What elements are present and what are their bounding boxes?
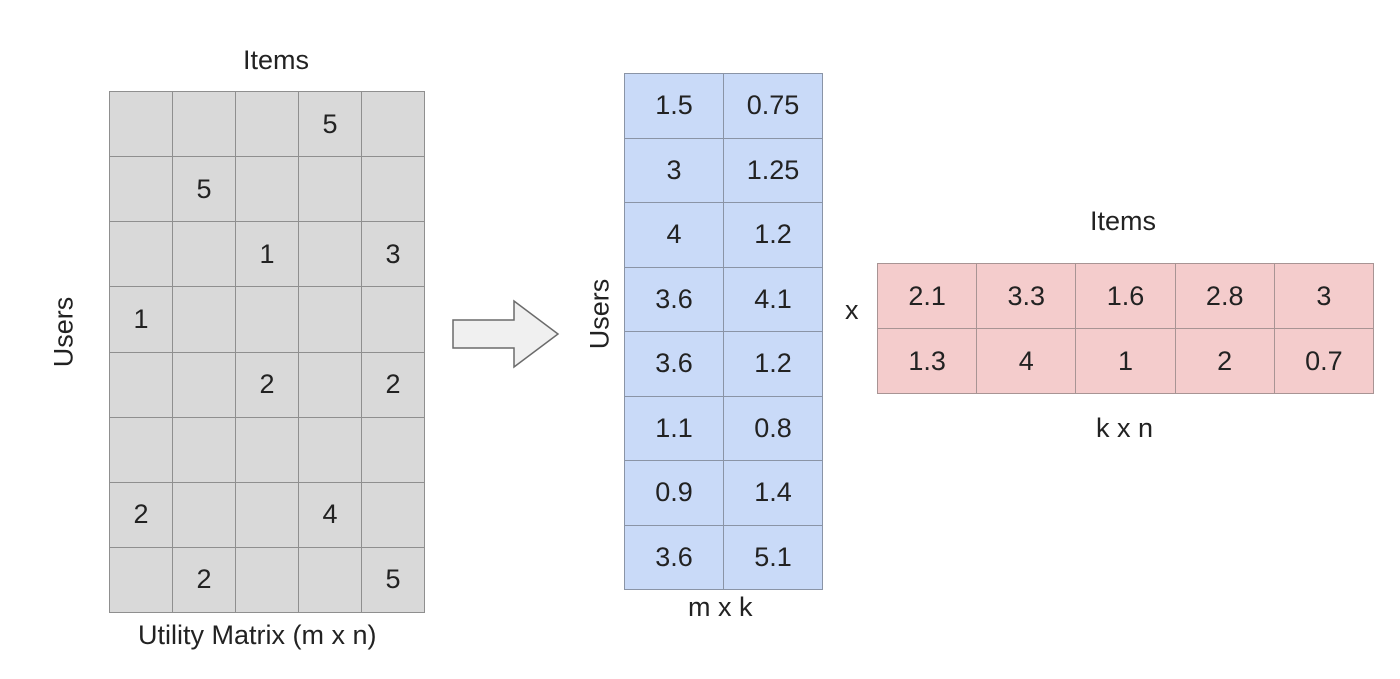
utility-cell: 5: [299, 92, 361, 157]
utility-cell: [173, 352, 235, 417]
utility-cell: [362, 157, 424, 222]
user-factor-cell: 0.9: [625, 461, 723, 525]
utility-cell: 4: [299, 482, 361, 547]
item-matrix-items-label: Items: [1090, 206, 1157, 236]
item-factor-cell: 4: [977, 329, 1076, 393]
utility-cell: [236, 547, 298, 612]
utility-cell: [299, 222, 361, 287]
utility-cell: [299, 547, 361, 612]
utility-cell: [173, 92, 235, 157]
utility-cell: [173, 222, 235, 287]
item-factor-cell: 1: [1076, 329, 1175, 393]
utility-cell: [299, 352, 361, 417]
user-factor-cell: 3: [625, 138, 723, 202]
utility-items-label: Items: [243, 45, 310, 75]
user-factor-cell: 1.25: [724, 138, 822, 202]
user-factor-cell: 5.1: [724, 525, 822, 589]
utility-cell: [299, 417, 361, 482]
utility-cell: [236, 92, 298, 157]
item-factor-cell: 2: [1175, 329, 1274, 393]
item-matrix-caption: k x n: [1096, 413, 1154, 443]
user-factor-cell: 0.8: [724, 396, 822, 460]
utility-cell: [173, 287, 235, 352]
user-factor-cell: 1.2: [724, 203, 822, 267]
utility-cell: [362, 417, 424, 482]
utility-cell: [173, 482, 235, 547]
utility-cell: [110, 547, 172, 612]
user-matrix-caption: m x k: [688, 592, 753, 622]
utility-cell: [236, 482, 298, 547]
user-factor-cell: 0.75: [724, 74, 822, 138]
utility-cell: [110, 222, 172, 287]
right-arrow-icon: [452, 299, 560, 369]
utility-cell: [362, 92, 424, 157]
utility-cell: 2: [236, 352, 298, 417]
user-factor-cell: 1.5: [625, 74, 723, 138]
utility-cell: 5: [173, 157, 235, 222]
item-factor-cell: 2.8: [1175, 264, 1274, 328]
item-factor-cell: 2.1: [878, 264, 977, 328]
utility-users-label: Users: [48, 296, 79, 368]
user-factor-cell: 4.1: [724, 267, 822, 331]
user-factor-cell: 3.6: [625, 332, 723, 396]
item-factor-cell: 3.3: [977, 264, 1076, 328]
utility-cell: 2: [362, 352, 424, 417]
user-matrix-users-label: Users: [584, 278, 615, 350]
utility-cell: [362, 287, 424, 352]
item-factor-matrix: 2.1 3.3 1.6 2.8 3 1.3 4 1 2 0.7: [877, 263, 1374, 394]
item-factor-cell: 3: [1274, 264, 1373, 328]
utility-cell: [173, 417, 235, 482]
item-factor-cell: 1.6: [1076, 264, 1175, 328]
user-factor-cell: 1.4: [724, 461, 822, 525]
utility-cell: [299, 157, 361, 222]
user-factor-cell: 1.1: [625, 396, 723, 460]
utility-cell: 1: [236, 222, 298, 287]
utility-cell: 3: [362, 222, 424, 287]
multiply-sign: x: [845, 295, 859, 325]
user-factor-matrix: 1.5 0.75 3 1.25 4 1.2 3.6 4.1 3.6 1.2 1.1 0.8 0.9 1.4…: [624, 73, 823, 590]
utility-cell: [299, 287, 361, 352]
utility-cell: [236, 157, 298, 222]
utility-cell: [110, 352, 172, 417]
utility-cell: [110, 92, 172, 157]
user-factor-cell: 3.6: [625, 525, 723, 589]
utility-cell: 1: [110, 287, 172, 352]
utility-cell: [110, 157, 172, 222]
user-factor-cell: 4: [625, 203, 723, 267]
item-factor-cell: 0.7: [1274, 329, 1373, 393]
utility-cell: 2: [110, 482, 172, 547]
utility-cell: 2: [173, 547, 235, 612]
utility-cell: 5: [362, 547, 424, 612]
user-factor-cell: 1.2: [724, 332, 822, 396]
user-factor-cell: 3.6: [625, 267, 723, 331]
utility-cell: [110, 417, 172, 482]
utility-cell: [362, 482, 424, 547]
item-factor-cell: 1.3: [878, 329, 977, 393]
utility-cell: [236, 287, 298, 352]
utility-matrix-caption: Utility Matrix (m x n): [138, 620, 377, 650]
utility-cell: [236, 417, 298, 482]
